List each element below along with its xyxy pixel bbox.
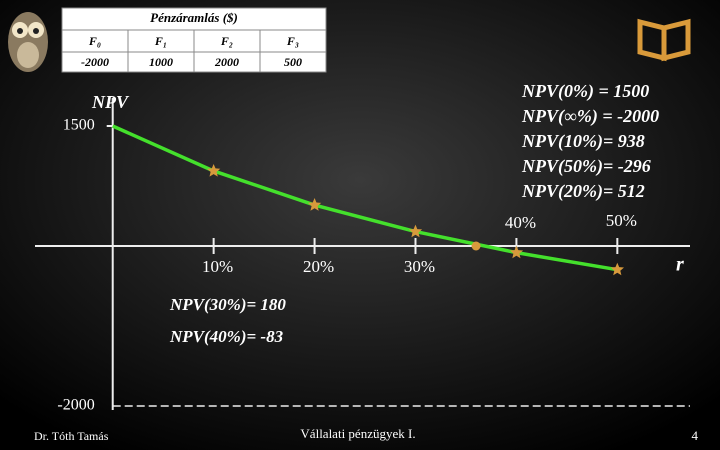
book-icon <box>637 18 691 62</box>
point-star <box>610 262 624 276</box>
table-header: F₃ <box>286 34 299 48</box>
plot: NPV r -2000 1500 10% 20% 30% 40% 50% NPV(0%) = 15… <box>35 81 690 414</box>
npv-annotation: NPV(10%)= 938 <box>521 131 645 152</box>
table-cell: 500 <box>284 55 302 69</box>
npv-annotation: NPV(20%)= 512 <box>521 181 645 202</box>
y-tick-label: -2000 <box>57 397 94 414</box>
y-tick-label: 1500 <box>63 117 95 134</box>
x-tick-label: 40% <box>505 213 536 232</box>
table-header: F₂ <box>220 34 233 48</box>
x-tick-label: 50% <box>606 211 637 230</box>
table-header: F₁ <box>154 34 167 48</box>
owl-icon <box>8 12 48 72</box>
point-star <box>307 198 322 211</box>
footer-author: Dr. Tóth Tamás <box>34 429 109 443</box>
point-star <box>408 224 423 238</box>
footer-course: Vállalati pénzügyek I. <box>300 426 415 441</box>
npv-annotation: NPV(50%)= -296 <box>521 156 651 177</box>
x-axis-label: r <box>676 254 684 276</box>
y-axis-label: NPV <box>91 92 130 112</box>
table-header: F₀ <box>88 34 101 48</box>
npv-note: NPV(40%)= -83 <box>169 327 284 346</box>
x-tick-label: 30% <box>404 257 435 276</box>
flow-table: Pénzáramlás ($) F₀ -2000 F₁ 1000 F₂ 2000 F₃ 500 <box>61 7 327 73</box>
table-cell: 1000 <box>149 55 173 69</box>
table-cell: 2000 <box>214 55 239 69</box>
irr-point <box>471 241 481 251</box>
table-cell: -2000 <box>81 55 109 69</box>
table-title: Pénzáramlás ($) <box>150 10 238 25</box>
npv-annotation: NPV(∞%) = -2000 <box>521 106 659 127</box>
npv-annotation: NPV(0%) = 1500 <box>521 81 649 102</box>
page-number: 4 <box>692 428 699 443</box>
npv-curve <box>111 124 618 272</box>
point-star <box>509 245 524 259</box>
npv-note: NPV(30%)= 180 <box>169 295 286 314</box>
x-tick-label: 20% <box>303 257 334 276</box>
x-tick-label: 10% <box>202 257 233 276</box>
point-star <box>207 164 221 177</box>
